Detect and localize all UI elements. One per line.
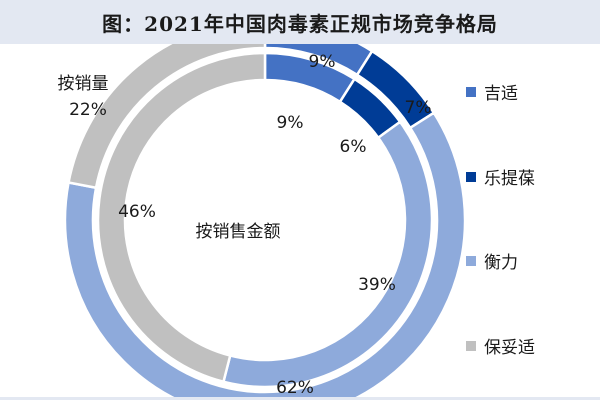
legend-swatch-jishi: [466, 86, 476, 97]
inner-label-jishi: 9%: [277, 113, 304, 133]
bottom-border: [0, 397, 600, 400]
outer-slice-hengli: [63, 111, 466, 400]
inner-slice-baoanshi: [96, 51, 267, 384]
outer-label-hengli: 62%: [276, 378, 314, 398]
legend-item-baoanshi: 保妥适: [466, 333, 535, 358]
legend-item-jishi: 吉适: [466, 79, 518, 104]
inner-ring: [96, 51, 434, 389]
legend-swatch-hengli: [466, 255, 476, 266]
inner-series-name: 按销售金额: [196, 222, 281, 242]
inner-label-leticao: 6%: [340, 137, 367, 157]
legend-label-hengli: 衡力: [484, 253, 518, 273]
outer-label-leticao: 7%: [405, 98, 432, 118]
legend-swatch-baoanshi: [466, 340, 476, 351]
legend-item-hengli: 衡力: [466, 248, 518, 273]
inner-label-hengli: 39%: [358, 275, 396, 295]
outer-label-jishi: 9%: [309, 52, 336, 72]
legend-label-baoanshi: 保妥适: [484, 338, 535, 358]
legend: 吉适 乐提葆 衡力 保妥适: [466, 0, 600, 400]
outer-slice-baoanshi: [67, 44, 267, 190]
outer-series-name: 按销量: [58, 74, 109, 94]
legend-item-leticao: 乐提葆: [466, 164, 535, 189]
chart-title-bar: 图：2021年中国肉毒素正规市场竞争格局: [0, 0, 600, 44]
outer-label-baoanshi: 22%: [69, 100, 107, 120]
chart-title: 图：2021年中国肉毒素正规市场竞争格局: [102, 11, 498, 36]
legend-label-leticao: 乐提葆: [484, 169, 535, 189]
inner-label-baoanshi: 46%: [118, 202, 156, 222]
legend-swatch-leticao: [466, 171, 476, 182]
outer-ring: [63, 44, 466, 400]
legend-label-jishi: 吉适: [484, 84, 518, 104]
